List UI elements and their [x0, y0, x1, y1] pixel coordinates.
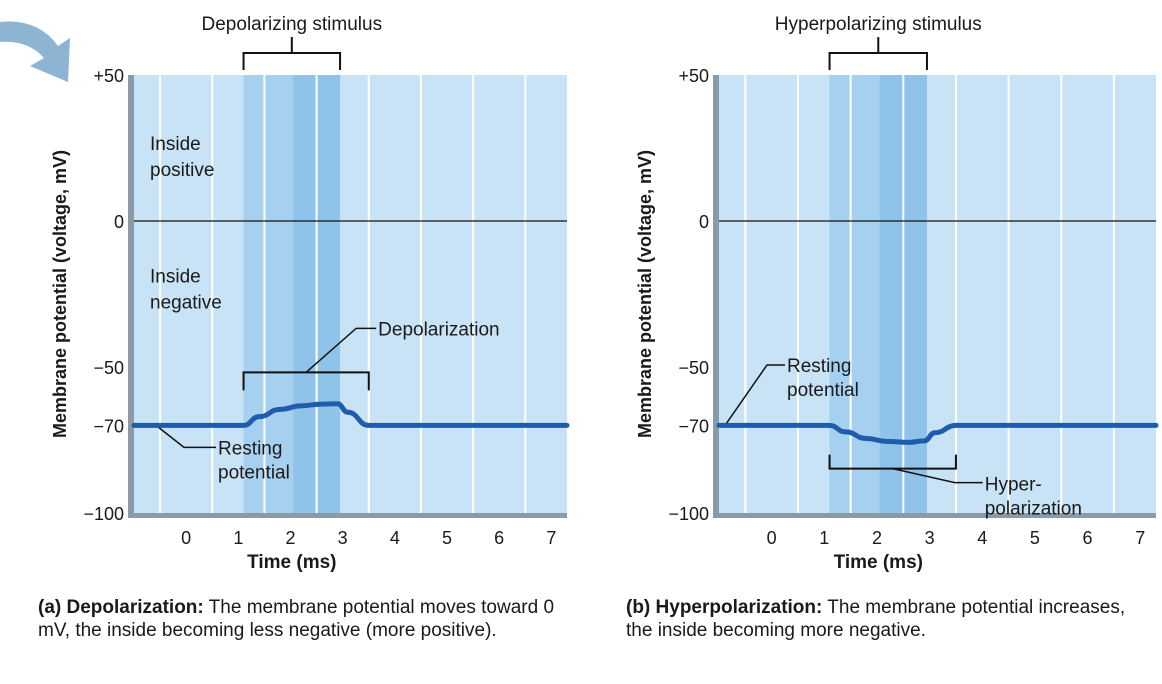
y-axis-line	[128, 75, 134, 515]
caption-heading: (b) Hyperpolarization:	[626, 597, 823, 618]
annotations: Depolarization Resting potential Inside posi…	[150, 37, 500, 483]
resting-potential-label: Resting potential	[787, 356, 859, 401]
x-tick-label: 4	[390, 528, 400, 548]
axes	[128, 75, 567, 518]
annotations: Resting potential Hyper-polarization	[724, 37, 1082, 520]
x-tick-labels: 0 1 2 3 4 5 6 7	[767, 528, 1146, 548]
y-tick-label: −70	[93, 416, 124, 436]
series	[716, 422, 1159, 445]
stimulus-bracket	[828, 37, 928, 70]
stimulus-bracket	[242, 37, 342, 70]
x-tick-label: 0	[181, 528, 191, 548]
stimulus-band-early	[829, 75, 880, 513]
caption-heading: (a) Depolarization:	[38, 597, 204, 618]
x-tick-label: 1	[819, 528, 829, 548]
y-tick-label: −50	[678, 358, 709, 378]
leader-line	[305, 327, 377, 373]
stimulus-band	[243, 75, 341, 513]
membrane-potential-line	[716, 422, 1159, 445]
leader-line	[724, 364, 785, 426]
y-tick-label: +50	[93, 66, 124, 86]
inside-negative-label: Inside negative	[150, 266, 222, 313]
x-tick-label: 7	[1135, 528, 1145, 548]
x-tick-label: 5	[1030, 528, 1040, 548]
x-axis-label: Time (ms)	[247, 552, 336, 573]
inside-positive-label: Inside positive	[150, 134, 214, 181]
stimulus-band-early	[243, 75, 294, 513]
y-axis-label: Membrane potential (voltage, mV)	[635, 150, 655, 438]
x-tick-label: 5	[442, 528, 452, 548]
x-tick-label: 3	[925, 528, 935, 548]
x-tick-label: 1	[233, 528, 243, 548]
chart-panel-depolarization: +50 0 −50 −70 −100 0 1 2 3 4 5 6 7 Depolarization Re…	[50, 14, 570, 573]
curved-arrow-icon	[0, 21, 70, 82]
chart-panel-hyperpolarization: +50 0 −50 −70 −100 0 1 2 3 4 5 6 7 Resting potential…	[635, 14, 1159, 573]
y-tick-label: −100	[83, 504, 124, 524]
y-tick-label: −70	[678, 416, 709, 436]
depolarization-label: Depolarization	[378, 319, 499, 340]
plot-background	[719, 75, 1156, 513]
grid-lines	[159, 75, 527, 513]
y-tick-label: +50	[678, 66, 709, 86]
chart-title: Hyperpolarizing stimulus	[775, 14, 982, 35]
hyperpolarization-label: Hyper-polarization	[985, 475, 1082, 520]
x-tick-label: 3	[338, 528, 348, 548]
change-bracket	[242, 371, 370, 391]
x-tick-label: 2	[872, 528, 882, 548]
x-tick-label: 7	[546, 528, 556, 548]
x-tick-label: 2	[285, 528, 295, 548]
y-tick-label: −50	[93, 358, 124, 378]
x-tick-labels: 0 1 2 3 4 5 6 7	[181, 528, 556, 548]
axes	[713, 75, 1156, 518]
x-tick-label: 4	[977, 528, 987, 548]
leader-line	[155, 424, 216, 449]
y-tick-labels: +50 0 −50 −70 −100	[668, 66, 709, 524]
x-tick-label: 6	[494, 528, 504, 548]
x-axis-line	[713, 513, 1156, 518]
y-tick-label: 0	[699, 212, 709, 232]
plot-background	[134, 75, 567, 513]
series	[131, 401, 570, 428]
leader-line	[892, 467, 983, 484]
chart-title: Depolarizing stimulus	[202, 14, 383, 35]
x-tick-label: 0	[767, 528, 777, 548]
x-axis-line	[128, 513, 567, 518]
y-axis-label: Membrane potential (voltage, mV)	[50, 150, 70, 438]
y-axis-line	[713, 75, 719, 515]
resting-potential-label: Resting potential	[218, 438, 290, 483]
x-axis-label: Time (ms)	[834, 552, 923, 573]
stimulus-band	[829, 75, 927, 513]
y-tick-label: 0	[114, 212, 124, 232]
caption-text: The membrane potential increases, the in…	[626, 597, 1126, 641]
caption-text: The membrane potential moves toward 0 mV…	[38, 597, 555, 641]
y-tick-label: −100	[668, 504, 709, 524]
x-tick-label: 6	[1083, 528, 1093, 548]
caption-hyperpolarization: (b) Hyperpolarization: The membrane pote…	[626, 596, 1156, 642]
caption-depolarization: (a) Depolarization: The membrane potenti…	[38, 596, 578, 642]
y-tick-labels: +50 0 −50 −70 −100	[83, 66, 124, 524]
